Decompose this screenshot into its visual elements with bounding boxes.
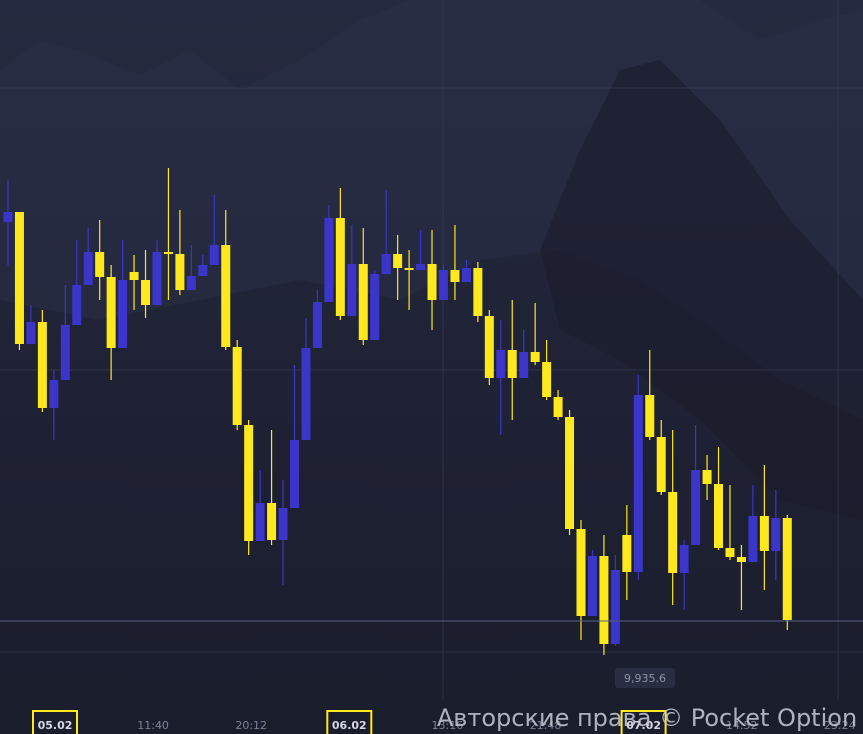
candle-body: [198, 265, 208, 276]
candle-body: [610, 570, 620, 644]
candle-body: [381, 254, 391, 274]
candle-body: [450, 270, 460, 282]
candle-body: [691, 470, 701, 545]
candle-body: [587, 556, 597, 616]
candle-body: [95, 252, 105, 277]
candle-body: [60, 325, 70, 380]
candle-body: [404, 268, 414, 270]
candle-body: [576, 529, 586, 616]
candle-body: [438, 270, 448, 300]
price-label-box: [615, 668, 675, 688]
candle-body: [312, 302, 322, 348]
candle-body: [118, 280, 128, 348]
candle-body: [668, 492, 678, 573]
candle-body: [771, 518, 781, 551]
x-tick-label: 11:40: [137, 719, 169, 732]
candle-body: [645, 395, 655, 437]
x-tick-label: 21:48: [530, 719, 562, 732]
x-tick-label: 06.02: [332, 719, 367, 732]
candle-body: [324, 218, 334, 302]
candle-body: [679, 545, 689, 573]
date-box: [620, 710, 667, 734]
candle-body: [622, 535, 632, 572]
candle-body: [484, 316, 494, 378]
candle-body: [519, 352, 529, 378]
candle-body: [278, 508, 288, 540]
candle-body: [599, 556, 609, 644]
candle-body: [553, 397, 563, 417]
date-box: [326, 710, 373, 734]
candle-body: [255, 503, 265, 541]
candle-body: [725, 548, 735, 557]
mountain-shadow: [540, 60, 863, 520]
candle-body: [347, 264, 357, 316]
candle-body: [267, 503, 277, 540]
candle-body: [209, 245, 219, 265]
candle-body: [37, 322, 47, 408]
x-tick-label: 07.02: [626, 719, 661, 732]
candle-body: [759, 516, 769, 551]
candle-body: [335, 218, 345, 316]
x-tick-label: 14:52: [726, 719, 758, 732]
candle-body: [290, 440, 299, 508]
candle-body: [542, 362, 552, 397]
candle-body: [26, 322, 36, 344]
candle-body: [106, 277, 116, 348]
grid: [0, 0, 863, 700]
candle-body: [163, 252, 173, 254]
candle-body: [358, 264, 368, 340]
candle-body: [186, 276, 196, 290]
candle-body: [244, 425, 254, 541]
candle-body: [736, 557, 746, 562]
candle-body: [175, 254, 185, 290]
candle-body: [427, 264, 437, 300]
candle-body: [301, 348, 311, 440]
candle-body: [702, 470, 712, 484]
watermark: Авторские права © Pocket Option: [437, 704, 857, 732]
candle-body: [141, 280, 151, 305]
candle-body: [83, 252, 93, 285]
candle-body: [507, 350, 517, 378]
price-label: 9,935.6: [624, 672, 666, 685]
plot: 9,935.6 05.02 11:40 20:12 06.02 13:16 21:48 07.…: [0, 168, 863, 734]
candle-body: [232, 347, 242, 425]
candle-body: [748, 516, 758, 562]
candle-body: [416, 264, 426, 270]
candle-body: [3, 212, 13, 222]
candle-body: [72, 285, 82, 325]
candle-body: [714, 484, 724, 548]
x-tick-label: 20:12: [235, 719, 267, 732]
x-tick-label: 13:16: [432, 719, 464, 732]
x-tick-label: 23:24: [824, 719, 856, 732]
candle-body: [14, 212, 24, 344]
candle-body: [393, 254, 403, 268]
candle-body: [461, 268, 471, 282]
candle-body: [633, 395, 643, 572]
candle-body: [221, 245, 231, 347]
x-tick-label: 05.02: [38, 719, 73, 732]
candle-body: [473, 268, 483, 316]
candle-body: [782, 518, 792, 620]
candle-body: [49, 380, 59, 408]
candle-body: [129, 272, 139, 280]
candle-body: [152, 252, 162, 305]
candle-body: [565, 417, 575, 529]
candle-body: [530, 352, 540, 362]
candle-body: [370, 274, 380, 340]
candle-body: [496, 350, 506, 378]
candle-body: [656, 437, 666, 492]
date-box: [32, 710, 78, 734]
